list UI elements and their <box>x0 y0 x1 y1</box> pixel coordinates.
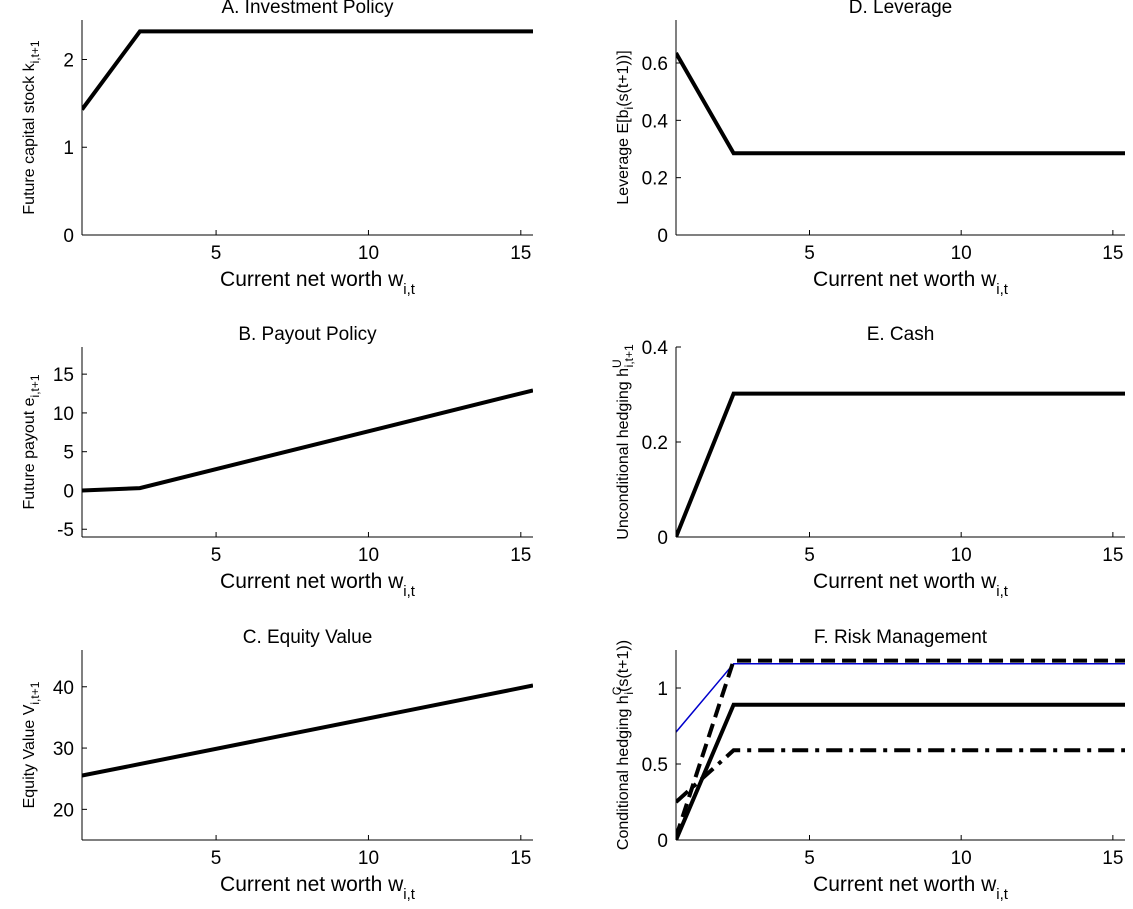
panel-title: E. Cash <box>867 324 935 345</box>
x-axis-label: Current net worth wi,t <box>220 570 416 600</box>
panel-title: C. Equity Value <box>243 627 373 648</box>
y-tick-label: 1 <box>657 679 668 700</box>
y-tick-label: 0 <box>657 831 668 852</box>
y-tick-label: 0.2 <box>642 433 668 454</box>
panel-c: 5 10 15 20 30 40 C. Equity Value Current net wo… <box>21 627 533 903</box>
series-group <box>676 391 1125 537</box>
panel-title: D. Leverage <box>849 0 953 18</box>
x-tick-label: 5 <box>211 545 222 566</box>
y-tick-label: 0 <box>63 226 74 247</box>
x-tick-label: 5 <box>804 848 815 869</box>
panel-title: A. Investment Policy <box>221 0 394 18</box>
y-tick-label: 0 <box>657 528 668 549</box>
x-tick-label: 5 <box>804 545 815 566</box>
y-tick-label: 0.5 <box>642 755 668 776</box>
y-tick-label: 0.4 <box>642 338 669 359</box>
series-line-3 <box>676 702 1125 840</box>
y-axis-label: Equity Value Vi,t+1 <box>21 681 42 808</box>
y-axis-label: Leverage E[bi(s(t+1))] <box>615 50 636 204</box>
series-group <box>82 388 533 493</box>
y-tick-label: 5 <box>63 443 74 464</box>
x-axis-label: Current net worth wi,t <box>220 268 416 298</box>
series-line-1 <box>676 662 1125 733</box>
x-tick-label: 10 <box>951 243 972 264</box>
x-tick-label: 15 <box>510 545 531 566</box>
x-axis-label: Current net worth wi,t <box>813 268 1009 298</box>
panel-e: 5 10 15 0 0.2 0.4 E. Cash Current net worth wi,… <box>610 324 1125 600</box>
y-tick-label: 0.2 <box>642 169 668 190</box>
x-tick-label: 10 <box>951 545 972 566</box>
x-axis-label: Current net worth wi,t <box>813 873 1009 903</box>
x-tick-label: 10 <box>358 545 379 566</box>
panel-f: 5 10 15 0 0.5 1 F. Risk Management Current net … <box>610 627 1125 903</box>
y-tick-label: -5 <box>57 520 74 541</box>
series-group <box>676 52 1125 156</box>
series-line-4 <box>676 748 1125 804</box>
y-tick-label: 10 <box>53 404 74 425</box>
series-line-1 <box>82 29 533 111</box>
x-tick-label: 15 <box>510 243 531 264</box>
x-tick-label: 10 <box>358 243 379 264</box>
x-axis-label: Current net worth wi,t <box>813 570 1009 600</box>
x-tick-label: 10 <box>358 848 379 869</box>
panel-title: B. Payout Policy <box>238 324 377 345</box>
y-axis-label: Unconditional hedging hUi,t+1 <box>610 344 636 540</box>
y-tick-label: 0 <box>657 226 668 247</box>
series-group <box>82 29 533 111</box>
x-tick-label: 15 <box>1102 545 1123 566</box>
series-line-2 <box>676 658 1125 838</box>
x-tick-label: 5 <box>211 848 222 869</box>
series-line-1 <box>82 388 533 493</box>
x-tick-label: 5 <box>211 243 222 264</box>
y-tick-label: 0 <box>63 481 74 502</box>
panel-b: 5 10 15 -5 0 5 10 15 B. Payout Policy Current net… <box>21 324 533 600</box>
y-axis-label: Future capital stock ki,t+1 <box>21 40 42 215</box>
series-group <box>82 683 533 778</box>
y-axis-label: Conditional hedging hCi(s(t+1)) <box>610 640 636 850</box>
x-tick-label: 15 <box>510 848 531 869</box>
x-axis-label: Current net worth wi,t <box>220 873 416 903</box>
y-tick-label: 15 <box>53 365 74 386</box>
x-tick-label: 10 <box>951 848 972 869</box>
y-tick-label: 0.4 <box>642 111 669 132</box>
y-tick-label: 40 <box>53 678 74 699</box>
panel-title: F. Risk Management <box>814 627 988 648</box>
series-line-1 <box>82 683 533 778</box>
y-tick-label: 1 <box>63 138 74 159</box>
y-axis-label: Future payout ei,t+1 <box>21 374 42 509</box>
series-line-1 <box>676 391 1125 537</box>
y-tick-label: 30 <box>53 739 74 760</box>
x-tick-label: 15 <box>1102 848 1123 869</box>
series-line-1 <box>676 52 1125 156</box>
x-tick-label: 5 <box>804 243 815 264</box>
series-group <box>676 658 1125 840</box>
y-tick-label: 20 <box>53 800 74 821</box>
panel-a: 5 10 15 0 1 2 A. Investment Policy Current net … <box>21 0 533 298</box>
x-tick-label: 15 <box>1102 243 1123 264</box>
panel-d: 5 10 15 0 0.2 0.4 0.6 D. Leverage Current net wo… <box>615 0 1125 298</box>
y-tick-label: 2 <box>63 50 74 71</box>
y-tick-label: 0.6 <box>642 54 668 75</box>
